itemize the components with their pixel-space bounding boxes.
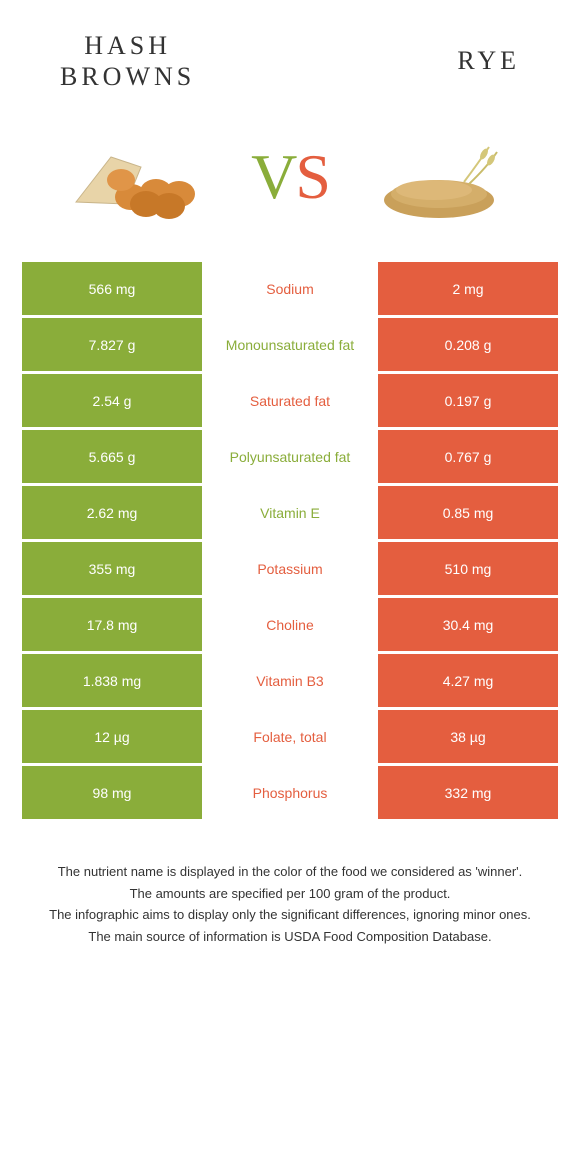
right-value-cell: 4.27 mg xyxy=(378,654,558,707)
vs-v: V xyxy=(251,141,295,212)
left-value-cell: 7.827 g xyxy=(22,318,202,371)
left-value-cell: 5.665 g xyxy=(22,430,202,483)
rye-image xyxy=(369,132,509,222)
table-row: 2.62 mgVitamin E0.85 mg xyxy=(22,486,558,539)
right-value-cell: 510 mg xyxy=(378,542,558,595)
title-text: RYE xyxy=(457,46,520,75)
left-value-cell: 98 mg xyxy=(22,766,202,819)
right-value-cell: 38 µg xyxy=(378,710,558,763)
hash-browns-image xyxy=(71,132,211,222)
right-value-cell: 332 mg xyxy=(378,766,558,819)
right-value-cell: 0.767 g xyxy=(378,430,558,483)
right-food-title: RYE xyxy=(457,30,520,92)
footer-notes: The nutrient name is displayed in the co… xyxy=(0,822,580,946)
nutrient-name-cell: Phosphorus xyxy=(202,766,378,819)
left-value-cell: 355 mg xyxy=(22,542,202,595)
table-row: 5.665 gPolyunsaturated fat0.767 g xyxy=(22,430,558,483)
nutrient-name-cell: Choline xyxy=(202,598,378,651)
table-row: 17.8 mgCholine30.4 mg xyxy=(22,598,558,651)
footer-line: The amounts are specified per 100 gram o… xyxy=(40,884,540,904)
footer-line: The main source of information is USDA F… xyxy=(40,927,540,947)
vs-row: VS xyxy=(0,102,580,262)
table-row: 1.838 mgVitamin B34.27 mg xyxy=(22,654,558,707)
left-value-cell: 17.8 mg xyxy=(22,598,202,651)
table-row: 355 mgPotassium510 mg xyxy=(22,542,558,595)
footer-line: The nutrient name is displayed in the co… xyxy=(40,862,540,882)
title-text: HASH xyxy=(84,31,171,60)
table-row: 2.54 gSaturated fat0.197 g xyxy=(22,374,558,427)
left-value-cell: 12 µg xyxy=(22,710,202,763)
nutrient-name-cell: Saturated fat xyxy=(202,374,378,427)
nutrient-name-cell: Folate, total xyxy=(202,710,378,763)
left-food-title: HASH BROWNS xyxy=(60,30,195,92)
table-row: 98 mgPhosphorus332 mg xyxy=(22,766,558,819)
left-value-cell: 1.838 mg xyxy=(22,654,202,707)
right-value-cell: 0.197 g xyxy=(378,374,558,427)
table-row: 12 µgFolate, total38 µg xyxy=(22,710,558,763)
vs-s: S xyxy=(295,141,329,212)
vs-label: VS xyxy=(251,140,329,214)
table-row: 7.827 gMonounsaturated fat0.208 g xyxy=(22,318,558,371)
comparison-table: 566 mgSodium2 mg7.827 gMonounsaturated f… xyxy=(0,262,580,819)
footer-line: The infographic aims to display only the… xyxy=(40,905,540,925)
table-row: 566 mgSodium2 mg xyxy=(22,262,558,315)
nutrient-name-cell: Potassium xyxy=(202,542,378,595)
nutrient-name-cell: Sodium xyxy=(202,262,378,315)
left-value-cell: 2.54 g xyxy=(22,374,202,427)
right-value-cell: 0.85 mg xyxy=(378,486,558,539)
nutrient-name-cell: Polyunsaturated fat xyxy=(202,430,378,483)
right-value-cell: 30.4 mg xyxy=(378,598,558,651)
left-value-cell: 2.62 mg xyxy=(22,486,202,539)
nutrient-name-cell: Vitamin E xyxy=(202,486,378,539)
right-value-cell: 0.208 g xyxy=(378,318,558,371)
header-titles: HASH BROWNS RYE xyxy=(0,0,580,102)
nutrient-name-cell: Vitamin B3 xyxy=(202,654,378,707)
title-text: BROWNS xyxy=(60,62,195,91)
nutrient-name-cell: Monounsaturated fat xyxy=(202,318,378,371)
left-value-cell: 566 mg xyxy=(22,262,202,315)
right-value-cell: 2 mg xyxy=(378,262,558,315)
